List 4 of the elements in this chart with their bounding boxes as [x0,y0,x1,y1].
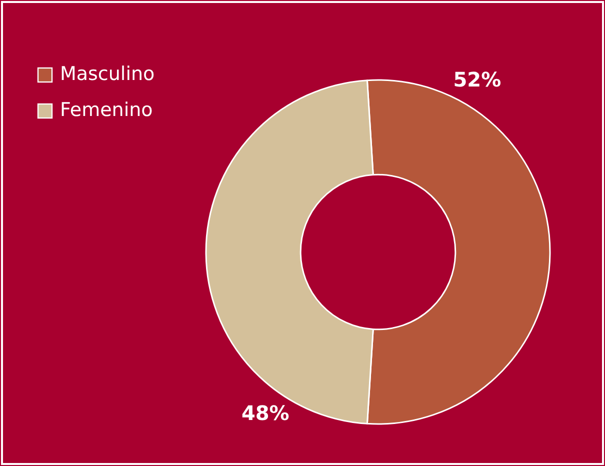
legend-label: Femenino [60,99,153,122]
legend-label: Masculino [60,63,155,86]
data-label: 52% [453,67,502,92]
data-label: 48% [241,401,290,426]
